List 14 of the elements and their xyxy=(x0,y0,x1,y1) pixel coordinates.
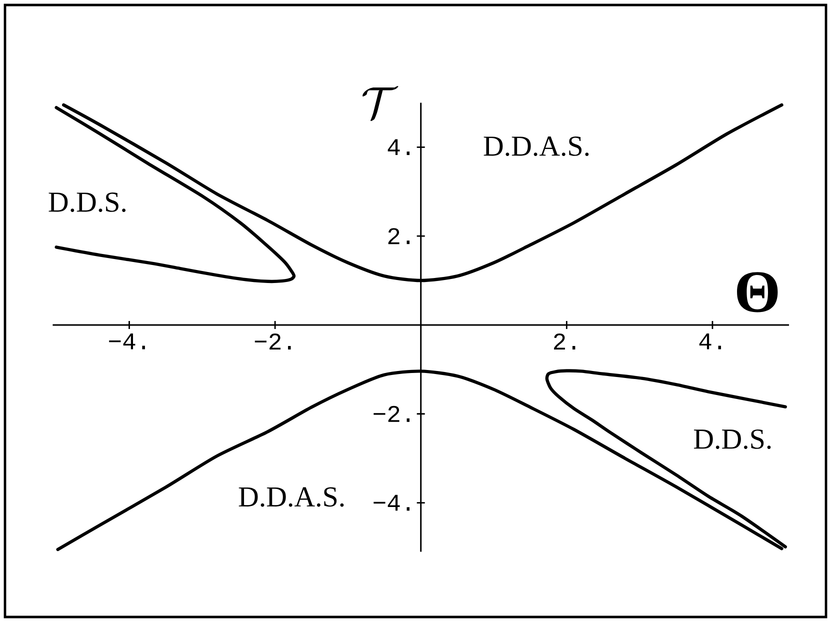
annotation: D.D.S. xyxy=(48,192,126,212)
y-tick-label: −2. xyxy=(374,406,410,422)
x-axis-title: Θ xyxy=(737,272,778,312)
annotation: D.D.S. xyxy=(694,429,771,449)
x-tick-label: −4. xyxy=(109,333,145,350)
x-tick-label: 4. xyxy=(699,333,721,350)
annotation: D.D.A.S. xyxy=(238,487,344,507)
annotation: D.D.A.S. xyxy=(484,136,589,156)
x-tick-label: −2. xyxy=(254,334,291,350)
y-tick-label: 4. xyxy=(388,139,410,156)
x-tick-label: 2. xyxy=(554,334,576,350)
y-axis-title: $\mathcal{T}$ xyxy=(362,86,398,121)
y-tick-label: 2. xyxy=(388,228,410,244)
y-tick-label: −4. xyxy=(374,494,410,511)
